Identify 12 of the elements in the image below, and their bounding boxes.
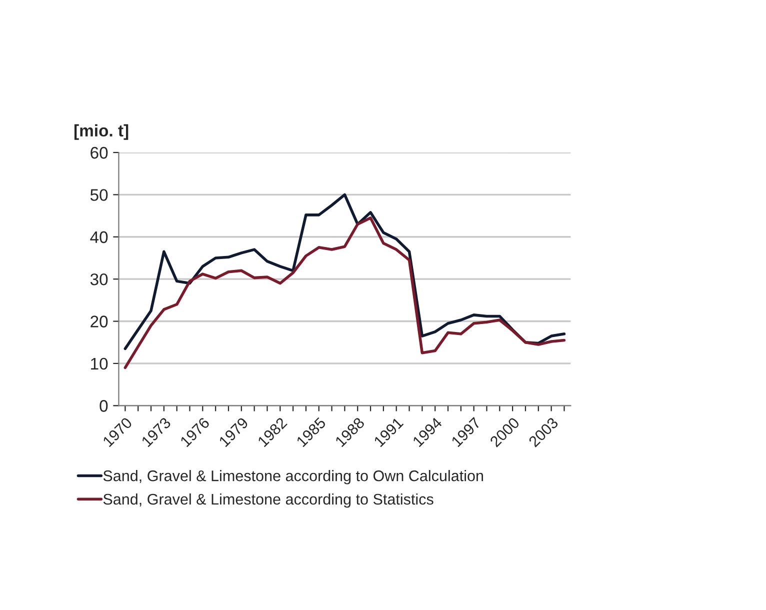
y-tick-label: 30 <box>90 273 108 286</box>
y-tick-label: 60 <box>90 146 108 159</box>
y-tick-label: 10 <box>91 358 108 370</box>
y-tick-label: 0 <box>100 400 108 412</box>
y-axis-title: [mio. t] <box>74 124 128 140</box>
legend-label: Sand, Gravel & Limestone according to Statistics <box>103 493 434 508</box>
y-tick-label: 20 <box>90 316 108 328</box>
line-series <box>124 193 566 350</box>
y-tick-label: 40 <box>90 231 108 244</box>
line-series <box>124 216 566 370</box>
legend-label: Sand, Gravel & Limestone according to Own Calculation <box>103 470 483 484</box>
y-tick-label: 50 <box>90 189 108 201</box>
